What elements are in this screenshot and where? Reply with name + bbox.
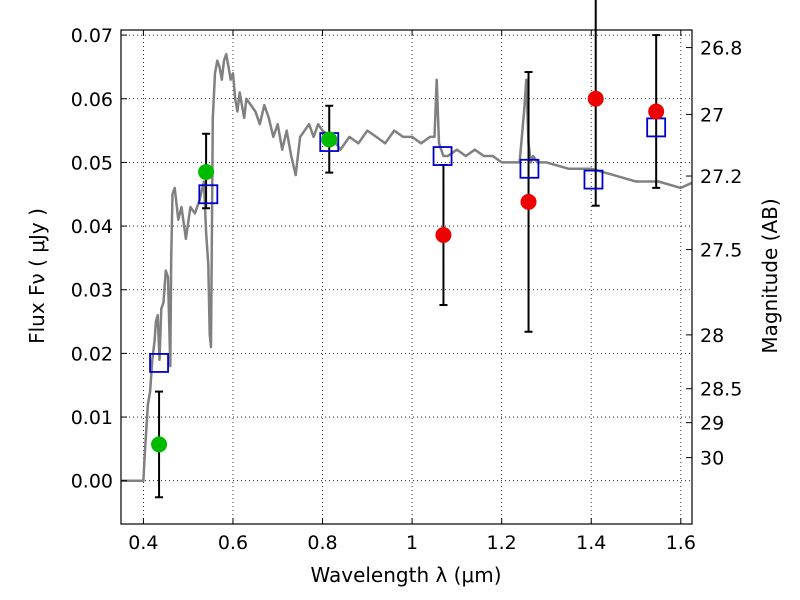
y-tick-label: 0.04 bbox=[71, 216, 113, 238]
red-data-point bbox=[587, 90, 604, 107]
green-data-point bbox=[321, 131, 338, 148]
y2-tick-label: 29 bbox=[700, 413, 724, 435]
x-tick-label: 1.2 bbox=[487, 532, 517, 554]
axis-ticks: 0.4 0.6 0.8 1 1.2 1.4 1.6 0.00 0.01 0.02 0.03 0.04 0… bbox=[71, 25, 743, 554]
plot-frame bbox=[120, 29, 693, 525]
y-tick-label: 0.03 bbox=[71, 280, 113, 302]
y2-tick-label: 27.2 bbox=[700, 166, 742, 188]
x-tick-label: 1.4 bbox=[576, 532, 606, 554]
y2-tick-label: 26.8 bbox=[700, 38, 742, 60]
green-data-point bbox=[198, 163, 215, 180]
y-tick-label: 0.02 bbox=[71, 343, 113, 365]
x-tick-label: 1 bbox=[406, 532, 418, 554]
y-tick-label: 0.00 bbox=[71, 471, 113, 493]
y2-tick-label: 30 bbox=[700, 448, 724, 470]
red-data-point bbox=[520, 193, 537, 210]
green-data-point bbox=[151, 436, 168, 453]
y2-tick-label: 28.5 bbox=[700, 379, 742, 401]
y-tick-label: 0.06 bbox=[71, 89, 113, 111]
model-flux-square bbox=[583, 169, 604, 190]
y2-tick-label: 27.5 bbox=[700, 240, 742, 262]
y2-tick-label: 27 bbox=[700, 104, 724, 126]
model-spectrum bbox=[121, 52, 693, 482]
y-tick-label: 0.05 bbox=[71, 152, 113, 174]
model-flux-square bbox=[149, 353, 169, 373]
red-data-point bbox=[435, 226, 452, 243]
y2-axis-title: Magnitude (AB) bbox=[758, 198, 782, 353]
model-flux-square bbox=[432, 146, 453, 166]
x-tick-label: 0.8 bbox=[307, 532, 337, 554]
x-tick-label: 1.6 bbox=[666, 532, 696, 554]
model-spectrum-line bbox=[121, 52, 693, 482]
model-flux-square bbox=[519, 158, 540, 179]
x-axis-title: Wavelength λ (μm) bbox=[310, 563, 501, 587]
y-tick-label: 0.07 bbox=[71, 25, 113, 47]
y-axis-title: Flux Fν ( μJy ) bbox=[25, 208, 49, 344]
model-flux-square bbox=[198, 184, 219, 205]
y-tick-label: 0.01 bbox=[71, 407, 113, 429]
red-data-point bbox=[648, 103, 665, 120]
x-tick-label: 0.6 bbox=[218, 532, 248, 554]
data-points bbox=[149, 90, 667, 453]
x-tick-label: 0.4 bbox=[128, 532, 158, 554]
y2-tick-label: 28 bbox=[700, 325, 724, 347]
